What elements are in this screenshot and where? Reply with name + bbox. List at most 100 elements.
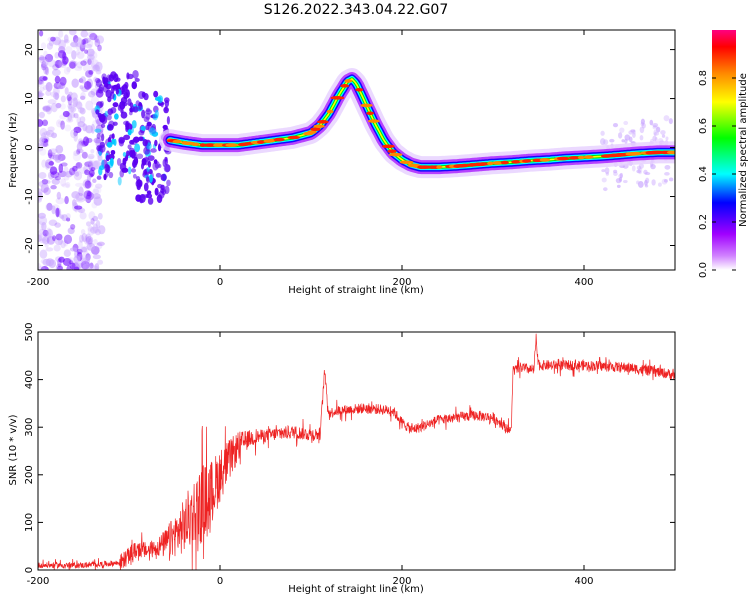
noise-blob (42, 258, 52, 267)
noise-blob (40, 42, 47, 50)
scatter-blob (101, 133, 105, 142)
noise-blob (52, 64, 59, 71)
noise-blob (39, 30, 44, 37)
noise-blob (47, 152, 56, 157)
noise-blob (637, 181, 644, 188)
noise-blob (87, 159, 94, 166)
noise-blob (41, 236, 50, 245)
noise-blob (639, 126, 645, 134)
noise-blob (83, 37, 91, 43)
ridge-peak (629, 151, 642, 156)
noise-blob (74, 205, 83, 210)
noise-blob (87, 39, 94, 47)
noise-blob (38, 232, 43, 242)
noise-blob (89, 226, 99, 234)
x-tick-label: 200 (392, 277, 411, 288)
noise-blob (52, 235, 57, 241)
ridge-peak (491, 161, 504, 165)
scatter-blob (99, 100, 104, 107)
scatter-blob (166, 179, 171, 187)
scatter-blob (106, 114, 112, 121)
noise-blob (83, 58, 90, 64)
noise-blob (78, 186, 84, 197)
noise-blob (604, 167, 610, 174)
noise-blob (640, 122, 645, 127)
noise-blob (652, 124, 657, 128)
noise-blob (80, 91, 86, 101)
noise-blob (82, 38, 89, 45)
noise-blob (69, 61, 76, 69)
noise-blob (45, 81, 53, 92)
scatter-blob (144, 157, 150, 166)
scatter-blob (155, 172, 162, 178)
noise-blob (89, 32, 98, 41)
noise-blob (38, 221, 44, 231)
noise-blob (61, 183, 70, 188)
noise-blob (96, 242, 103, 250)
noise-blob (78, 234, 84, 243)
noise-blob (45, 66, 50, 76)
scatter-blob (116, 158, 122, 166)
noise-blob (53, 244, 61, 252)
noise-blob (643, 169, 648, 175)
noise-blob (83, 190, 92, 200)
noise-blob (73, 60, 78, 67)
noise-blob (76, 142, 83, 151)
noise-blob (618, 177, 623, 182)
scatter-blob (138, 91, 145, 100)
noise-blob (638, 163, 644, 169)
noise-blob (67, 103, 73, 109)
noise-blob (636, 165, 642, 171)
noise-blob (75, 197, 85, 203)
noise-blob (38, 181, 44, 187)
scatter-blob (127, 129, 132, 136)
noise-blob (84, 169, 90, 176)
noise-blob (47, 149, 53, 159)
scatter-blob (134, 77, 140, 83)
scatter-blob (114, 113, 119, 120)
noise-blob (44, 242, 49, 248)
noise-blob (47, 59, 57, 68)
noise-blob (38, 229, 47, 235)
noise-blob (58, 256, 65, 263)
scatter-blob (128, 111, 133, 116)
noise-blob (639, 135, 644, 141)
scatter-blob (122, 102, 128, 107)
noise-blob (628, 136, 633, 143)
noise-blob (87, 225, 94, 232)
scatter-blob (115, 77, 121, 82)
noise-blob (69, 111, 76, 119)
ridge-peak (316, 120, 329, 124)
noise-blob (663, 115, 670, 122)
noise-blob (41, 221, 47, 231)
ridge-peak (360, 103, 373, 108)
scatter-blob (147, 155, 155, 161)
scatter-blob (125, 123, 133, 131)
noise-blob (623, 120, 629, 126)
noise-blob (39, 148, 47, 156)
colorbar-label: Normalized spectral amplitude (738, 73, 749, 227)
scatter-blob (136, 153, 144, 160)
noise-blob (92, 188, 100, 195)
ridge-peak (557, 156, 570, 161)
noise-blob (89, 265, 99, 270)
noise-blob (41, 179, 51, 185)
noise-blob (91, 112, 98, 118)
noise-blob (85, 100, 94, 111)
ridge-peak (382, 144, 395, 149)
ridge-peak (256, 140, 265, 144)
noise-blob (38, 75, 47, 82)
noise-blob (72, 165, 78, 172)
noise-blob (39, 238, 48, 244)
noise-blob (97, 44, 102, 52)
noise-blob (51, 69, 61, 77)
scatter-blob (154, 109, 159, 119)
noise-blob (80, 60, 87, 66)
ridge-peak (340, 84, 350, 88)
noise-blob (85, 43, 93, 49)
noise-blob (84, 180, 92, 189)
y-tick-label: 100 (24, 513, 35, 532)
scatter-blob (138, 130, 145, 136)
noise-blob (85, 195, 92, 204)
